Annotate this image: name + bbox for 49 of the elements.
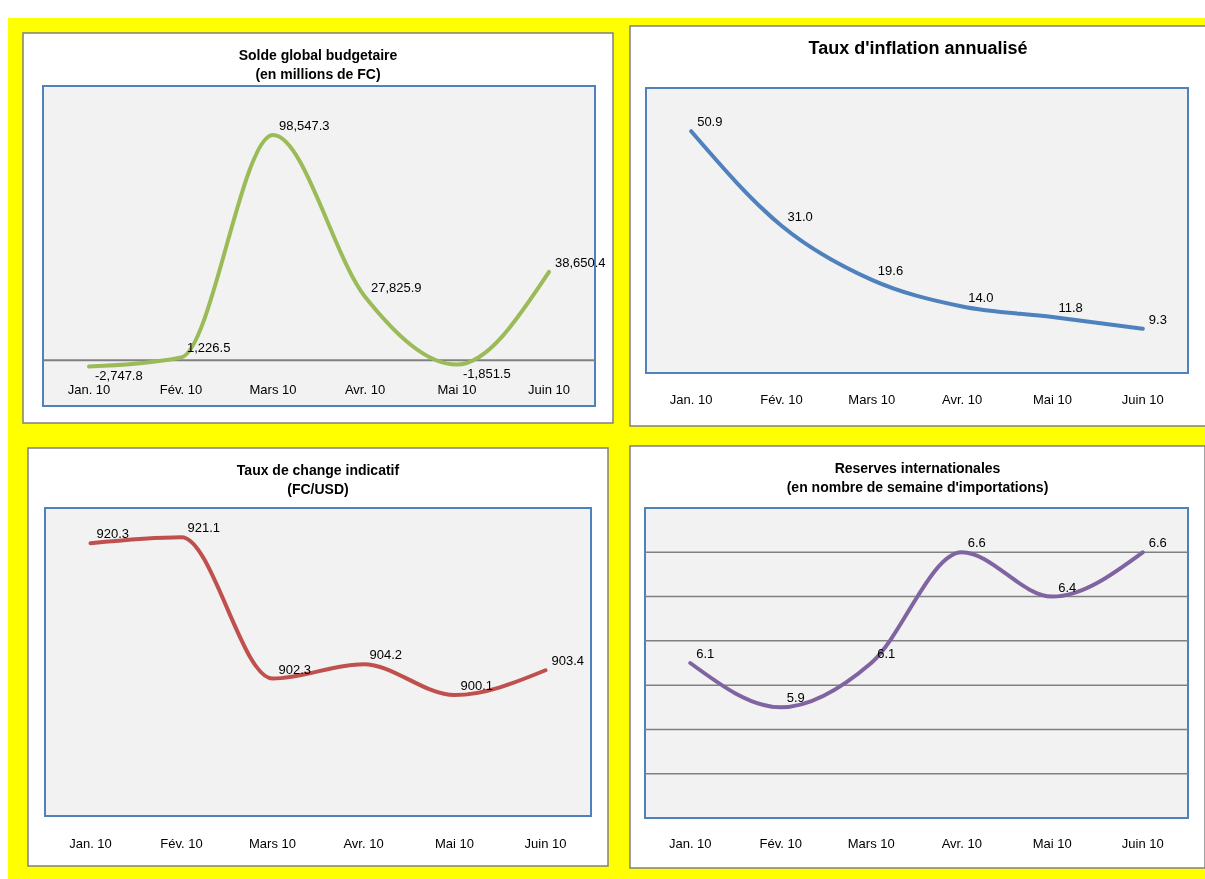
x-tick-label: Mars 10 — [848, 392, 896, 407]
x-tick-label: Juin 10 — [524, 836, 567, 851]
chart-title: Solde global budgetaire (en millions de FC) — [238, 47, 398, 82]
x-tick-label: Mai 10 — [434, 836, 475, 851]
x-tick-label: Mai 10 — [1032, 392, 1073, 407]
data-label: -1,851.5 — [463, 365, 511, 381]
x-tick-label: Fév. 10 — [760, 392, 803, 407]
data-label: 11.8 — [1058, 299, 1083, 315]
x-tick-label: Mai 10 — [1032, 836, 1072, 851]
data-label: 50.9 — [697, 114, 723, 130]
data-label: 98,547.3 — [279, 118, 330, 134]
data-label: 900.1 — [460, 678, 494, 694]
data-label: 14.0 — [968, 289, 994, 305]
data-label: 6.4 — [1058, 579, 1077, 595]
data-label: 6.6 — [967, 535, 986, 551]
chart-title: Taux d'inflation annualisé — [808, 38, 1028, 58]
data-label: 6.1 — [696, 646, 715, 661]
data-label: 19.6 — [877, 262, 904, 278]
x-tick-label: Jan. 10 — [668, 836, 712, 851]
x-tick-label: Mars 10 — [847, 836, 895, 851]
data-label: 27,825.9 — [371, 279, 422, 295]
x-tick-label: Avr. 10 — [343, 836, 384, 851]
x-tick-label: Mai 10 — [437, 382, 477, 397]
data-label: -2,747.8 — [95, 367, 143, 383]
data-label: 9.3 — [1148, 311, 1167, 327]
x-tick-label: Fév. 10 — [759, 836, 802, 851]
data-label: 904.2 — [369, 647, 403, 663]
x-tick-label: Fév. 10 — [160, 836, 203, 851]
x-tick-label: Jan. 10 — [67, 382, 111, 397]
x-tick-label: Fév. 10 — [159, 382, 203, 397]
data-label: 903.4 — [551, 653, 585, 669]
data-label: 902.3 — [278, 661, 312, 677]
x-tick-label: Mars 10 — [249, 836, 296, 851]
x-tick-label: Jan. 10 — [69, 836, 112, 851]
x-tick-label: Jan. 10 — [669, 392, 713, 407]
data-label: 31.0 — [787, 208, 813, 224]
x-tick-label: Juin 10 — [1121, 392, 1164, 407]
data-label: 921.1 — [187, 520, 221, 536]
chart-title: Reserves internationales (en nombre de semaine d'importations) — [786, 460, 1049, 495]
data-label: 920.3 — [96, 526, 130, 542]
chart-title: Taux de change indicatif (FC/USD) — [236, 462, 400, 497]
x-tick-label: Mars 10 — [249, 382, 297, 397]
x-tick-label: Juin 10 — [528, 382, 570, 397]
data-label: 5.9 — [786, 690, 805, 706]
x-tick-label: Avr. 10 — [344, 382, 386, 397]
data-label: 6.6 — [1148, 535, 1167, 551]
x-tick-label: Avr. 10 — [942, 392, 983, 407]
x-tick-label: Juin 10 — [1121, 836, 1164, 851]
x-tick-label: Avr. 10 — [941, 836, 982, 851]
